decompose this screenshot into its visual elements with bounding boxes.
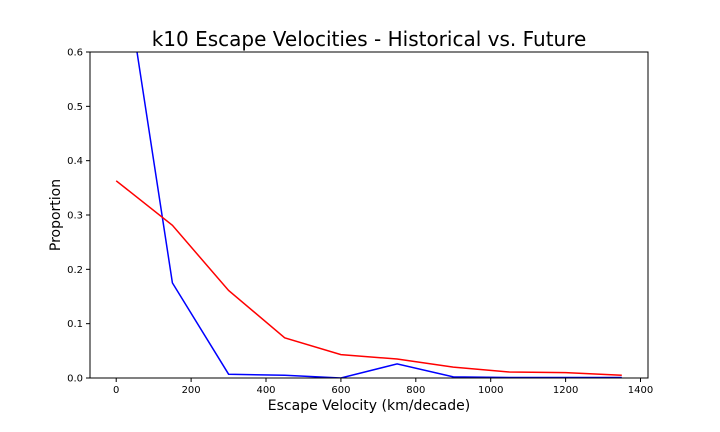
y-tick-label: 0.1 xyxy=(67,319,83,330)
x-tick-label: 1200 xyxy=(553,385,578,396)
x-tick-label: 400 xyxy=(256,385,275,396)
x-tick-label: 800 xyxy=(406,385,425,396)
y-tick-label: 0.4 xyxy=(67,156,83,167)
y-tick-label: 0.2 xyxy=(67,265,83,276)
y-tick-label: 0.0 xyxy=(67,374,83,385)
plot-frame xyxy=(89,51,649,379)
x-tick-label: 1000 xyxy=(478,385,503,396)
y-axis-label: Proportion xyxy=(48,179,64,251)
x-tick-label: 0 xyxy=(113,385,119,396)
y-tick-label: 0.3 xyxy=(67,211,83,222)
y-tick-label: 0.5 xyxy=(67,102,83,113)
y-tick-label: 0.6 xyxy=(67,48,83,59)
x-tick-label: 1400 xyxy=(628,385,653,396)
series-line-1 xyxy=(136,52,622,378)
chart-title: k10 Escape Velocities - Historical vs. F… xyxy=(152,27,587,51)
x-tick-label: 200 xyxy=(182,385,201,396)
x-axis-label: Escape Velocity (km/decade) xyxy=(268,398,470,414)
series-line-2 xyxy=(115,180,622,377)
x-tick-label: 600 xyxy=(331,385,350,396)
